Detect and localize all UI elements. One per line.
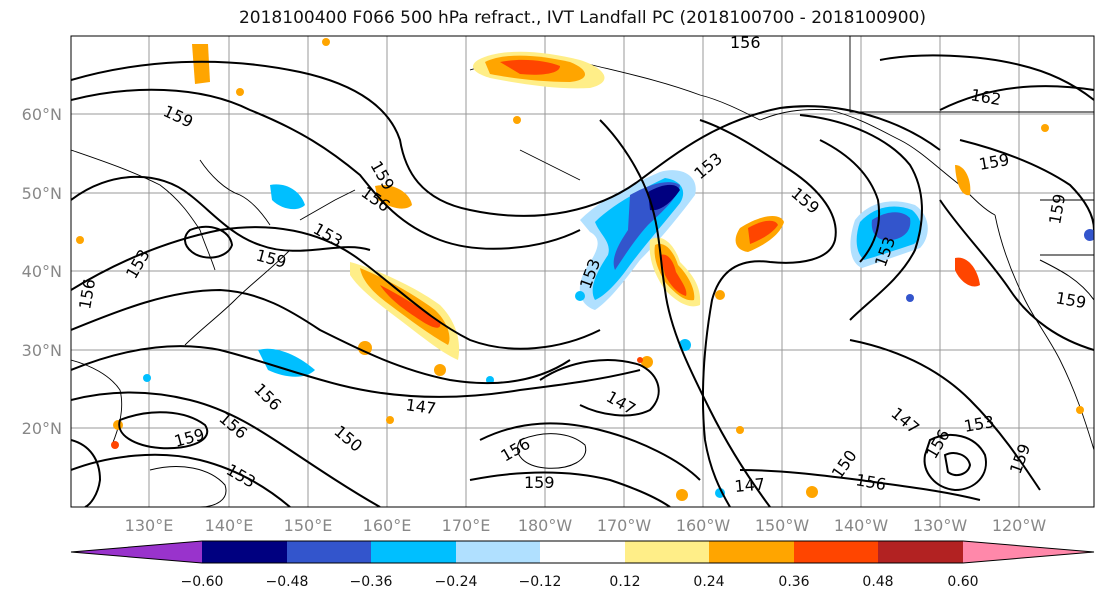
map-frame bbox=[70, 35, 1095, 508]
colorbar-swatch bbox=[371, 541, 456, 563]
lon-label: 140°E bbox=[205, 516, 254, 535]
colorbar-swatch bbox=[540, 541, 625, 563]
colorbar-swatch bbox=[709, 541, 794, 563]
lon-label: 170°W bbox=[597, 516, 652, 535]
colorbar-tick: 0.24 bbox=[693, 574, 724, 590]
longitude-labels: 130°E 140°E 150°E 160°E 170°E 180°W 170°… bbox=[125, 516, 1047, 535]
colorbar-tick: 0.12 bbox=[609, 574, 640, 590]
lon-label: 180°W bbox=[518, 516, 573, 535]
lon-label: 140°W bbox=[834, 516, 889, 535]
lat-label: 30°N bbox=[22, 341, 62, 360]
height-contours bbox=[71, 54, 1094, 507]
graticule bbox=[71, 36, 1094, 507]
lon-label: 130°E bbox=[125, 516, 174, 535]
colorbar-swatch bbox=[456, 541, 540, 563]
lat-label: 50°N bbox=[22, 184, 62, 203]
lon-label: 150°W bbox=[755, 516, 810, 535]
lon-label: 130°W bbox=[913, 516, 968, 535]
map-title: 2018100400 F066 500 hPa refract., IVT La… bbox=[238, 8, 926, 28]
colorbar-swatch bbox=[625, 541, 709, 563]
colorbar-tick: −0.60 bbox=[181, 574, 224, 590]
lon-label: 170°E bbox=[442, 516, 491, 535]
thin-contours bbox=[149, 259, 1094, 507]
colorbar-under-arrow bbox=[71, 541, 202, 563]
contour-label: 156 bbox=[730, 33, 761, 52]
colorbar-tick-labels: −0.60 −0.48 −0.36 −0.24 −0.12 0.12 0.24 … bbox=[181, 574, 979, 590]
colorbar-tick: −0.36 bbox=[350, 574, 393, 590]
colorbar-tick: 0.36 bbox=[778, 574, 809, 590]
contour-label: 159 bbox=[524, 473, 555, 492]
colorbar-swatch bbox=[287, 541, 371, 563]
lat-label: 20°N bbox=[22, 419, 62, 438]
lat-label: 60°N bbox=[22, 105, 62, 124]
colorbar-over-arrow bbox=[963, 541, 1094, 563]
contour-label: 147 bbox=[734, 474, 766, 496]
colorbar-tick: 0.60 bbox=[947, 574, 978, 590]
latitude-labels: 60°N 50°N 40°N 30°N 20°N bbox=[22, 105, 62, 438]
colorbar-tick: 0.48 bbox=[862, 574, 893, 590]
colorbar bbox=[70, 540, 1095, 564]
colorbar-outline bbox=[70, 540, 1095, 564]
colorbar-swatch bbox=[794, 541, 878, 563]
lon-label: 160°W bbox=[676, 516, 731, 535]
colorbar-tick: −0.48 bbox=[266, 574, 309, 590]
colorbar-swatch bbox=[878, 541, 963, 563]
lat-label: 40°N bbox=[22, 262, 62, 281]
lon-label: 160°E bbox=[363, 516, 412, 535]
colorbar-tick: −0.24 bbox=[435, 574, 478, 590]
anomaly-fills bbox=[76, 38, 1094, 501]
lon-label: 120°W bbox=[992, 516, 1047, 535]
colorbar-tick: −0.12 bbox=[519, 574, 562, 590]
contour-label: 147 bbox=[404, 395, 437, 418]
lon-label: 150°E bbox=[284, 516, 333, 535]
colorbar-swatch bbox=[202, 541, 287, 563]
